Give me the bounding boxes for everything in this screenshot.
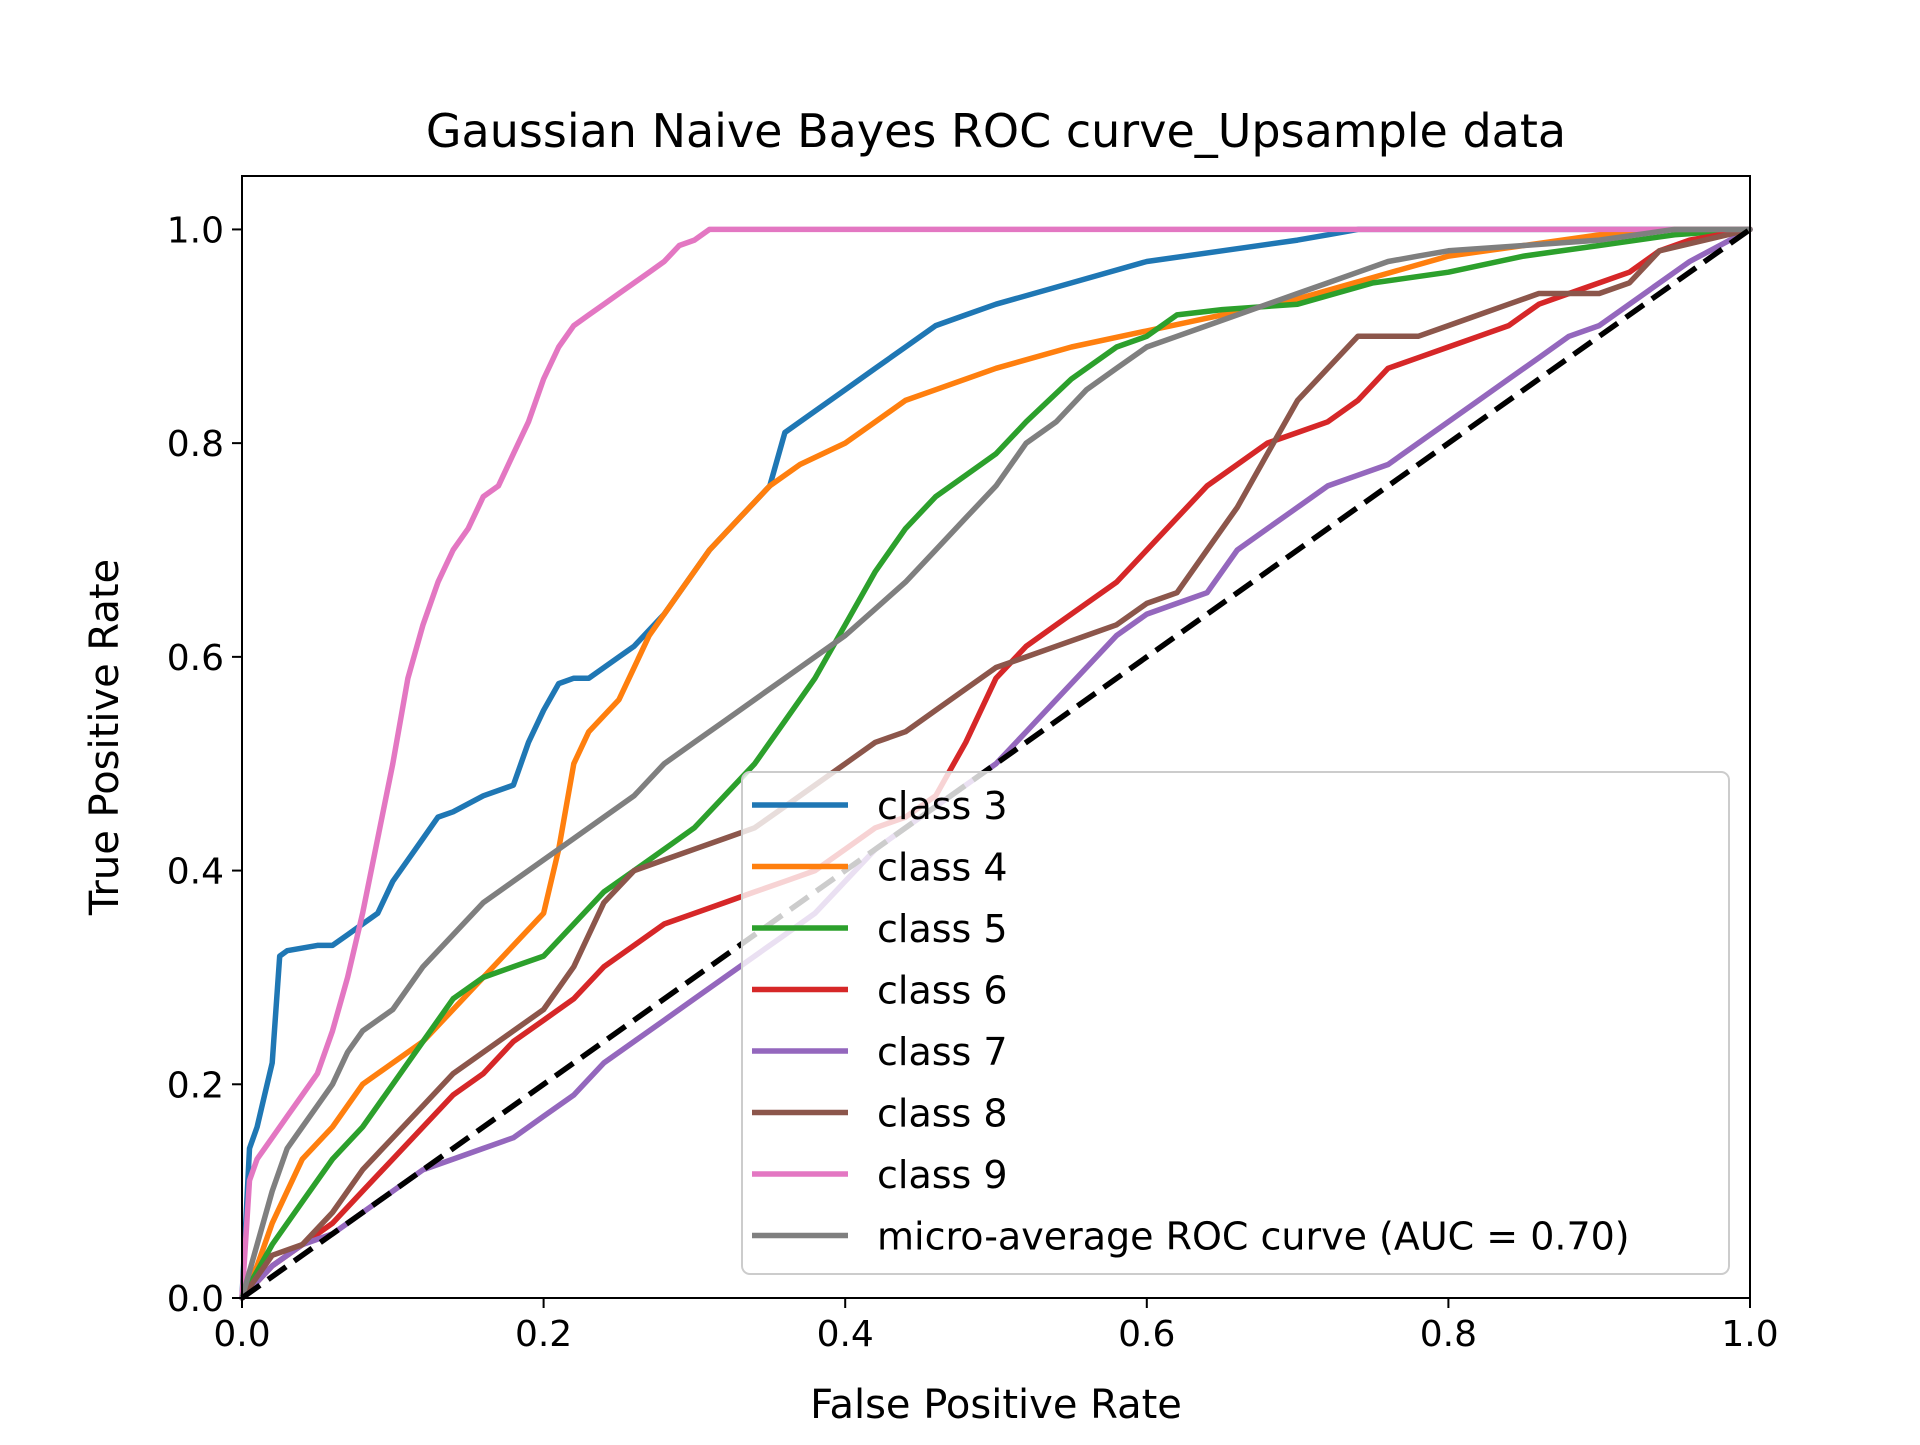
legend: class 3 class 4 class 5 class 6 class 7 class… <box>741 771 1730 1275</box>
plot-area <box>239 175 1753 1301</box>
x-axis-label: False Positive Rate <box>810 1382 1182 1428</box>
legend-entry: micro-average ROC curve (AUC = 0.70) <box>752 1215 1630 1259</box>
plot-frame <box>241 175 1751 1299</box>
y-tick-label: 0.0 <box>167 1279 224 1320</box>
legend-entry: class 5 <box>752 907 1008 951</box>
legend-items: class 3 class 4 class 5 class 6 class 7 class… <box>752 784 1630 1259</box>
x-tick-label: 1.0 <box>1721 1314 1778 1355</box>
series-line-8 <box>239 226 1753 1301</box>
legend-label: class 7 <box>877 1030 1008 1074</box>
series-line-7 <box>239 226 1753 1301</box>
chance-reference-line <box>240 227 1752 1301</box>
x-tick-label: 0.6 <box>1118 1314 1175 1355</box>
x-tick-label: 0.0 <box>213 1314 270 1355</box>
x-tick-label: 0.4 <box>817 1314 874 1355</box>
legend-entry: class 9 <box>752 1153 1008 1197</box>
legend-entry: class 7 <box>752 1030 1008 1074</box>
series-line-1 <box>239 226 1753 1301</box>
legend-entry: class 8 <box>752 1092 1008 1136</box>
legend-label: class 4 <box>877 846 1008 890</box>
legend-entry: class 3 <box>752 784 1008 828</box>
y-tick-label: 0.4 <box>167 852 224 893</box>
legend-label: micro-average ROC curve (AUC = 0.70) <box>877 1215 1630 1259</box>
chart-title: Gaussian Naive Bayes ROC curve_Upsample … <box>426 104 1566 158</box>
legend-frame <box>741 771 1730 1275</box>
x-tick-label: 0.2 <box>515 1314 572 1355</box>
legend-label: class 8 <box>877 1092 1008 1136</box>
legend-entry: class 6 <box>752 969 1008 1013</box>
series-line-2 <box>239 226 1753 1301</box>
series-line-4 <box>239 226 1753 1301</box>
y-tick-label: 0.8 <box>167 424 224 465</box>
series-line-6 <box>239 226 1753 1301</box>
y-axis-label: True Positive Rate <box>82 559 128 916</box>
y-tick-label: 0.2 <box>167 1065 224 1106</box>
legend-label: class 9 <box>877 1153 1008 1197</box>
y-tick-label: 0.6 <box>167 638 224 679</box>
x-tick-label: 0.8 <box>1420 1314 1477 1355</box>
legend-label: class 6 <box>877 969 1008 1013</box>
series-layer <box>239 226 1753 1301</box>
y-axis-ticks: 0.0 0.2 0.4 0.6 0.8 1.0 <box>167 210 242 1320</box>
legend-label: class 5 <box>877 907 1008 951</box>
x-axis-ticks: 0.0 0.2 0.4 0.6 0.8 1.0 <box>213 1298 1779 1355</box>
series-line-3 <box>239 226 1753 1301</box>
legend-label: class 3 <box>877 784 1008 828</box>
y-tick-label: 1.0 <box>167 210 224 251</box>
legend-entry: class 4 <box>752 846 1008 890</box>
